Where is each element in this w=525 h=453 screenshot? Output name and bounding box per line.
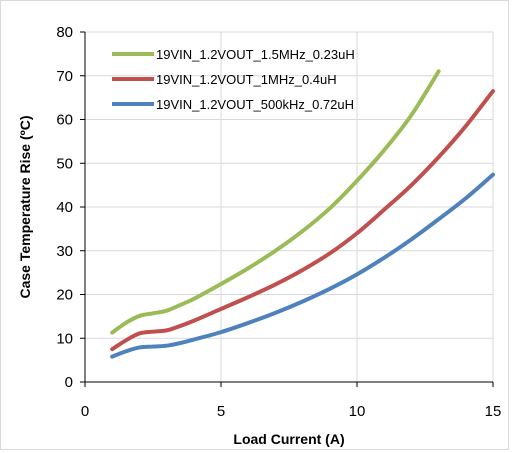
- y-tick-label: 30: [56, 243, 73, 260]
- series-line-3: [110, 172, 495, 359]
- y-tick-label: 10: [56, 330, 73, 347]
- legend-label-1: 19VIN_1.2VOUT_1.5MHz_0.23uH: [156, 47, 355, 62]
- y-tick-label: 40: [56, 199, 73, 216]
- y-tick-label: 70: [56, 68, 73, 85]
- x-tick-label: 0: [81, 403, 89, 420]
- y-tick-label: 80: [56, 24, 73, 41]
- y-tick-label: 20: [56, 287, 73, 304]
- x-axis-title: Load Current (A): [233, 431, 344, 447]
- x-tick-label: 5: [217, 403, 225, 420]
- y-tick-label: 60: [56, 112, 73, 129]
- legend: 19VIN_1.2VOUT_1.5MHz_0.23uH 19VIN_1.2VOUT…: [112, 47, 355, 112]
- y-tick-label: 0: [65, 374, 73, 391]
- gridlines: [85, 31, 494, 382]
- y-axis-title: Case Temperature Rise (ºC): [17, 115, 33, 298]
- legend-label-3: 19VIN_1.2VOUT_500kHz_0.72uH: [156, 97, 354, 112]
- axes: 0 10 20 30 40 50 60 70 80 0 5 10 15: [56, 24, 501, 420]
- x-tick-label: 15: [485, 403, 502, 420]
- series-line-2: [110, 89, 495, 352]
- x-tick-label: 10: [349, 403, 366, 420]
- y-tick-label: 50: [56, 155, 73, 172]
- series-line-1: [110, 69, 441, 335]
- series-lines: [110, 69, 495, 359]
- legend-label-2: 19VIN_1.2VOUT_1MHz_0.4uH: [156, 72, 337, 87]
